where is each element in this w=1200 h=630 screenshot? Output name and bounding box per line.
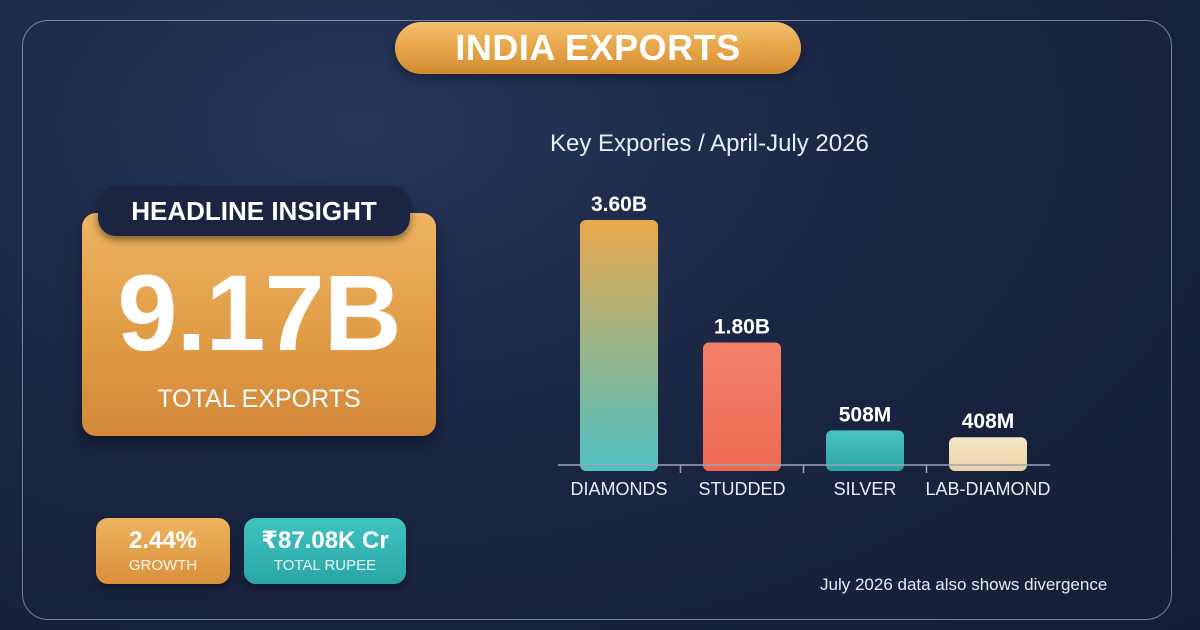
bar-chart: 3.60B DIAMONDS 1.80B STUDDED 508M SILVER 408M L… xyxy=(558,193,1051,499)
headline-label: HEADLINE INSIGHT xyxy=(98,186,410,236)
category-label: LAB-DIAMOND xyxy=(925,479,1050,499)
headline-value: 9.17B xyxy=(117,252,401,373)
footnote: July 2026 data also shows divergence xyxy=(820,575,1108,594)
growth-stat: 2.44% GROWTH xyxy=(96,518,230,584)
total-rupee-label: TOTAL RUPEE xyxy=(273,557,377,574)
bar-lab-diamond xyxy=(949,437,1027,471)
category-label: DIAMONDS xyxy=(570,479,667,499)
chart-title: Key Expories / April-July 2026 xyxy=(550,130,869,157)
bar-value-label: 408M xyxy=(962,410,1015,433)
total-rupee-value: ₹87.08K Cr xyxy=(261,527,389,554)
category-label: SILVER xyxy=(834,479,897,499)
bar-value-label: 3.60B xyxy=(591,193,647,216)
bar-silver xyxy=(826,430,904,471)
card-frame xyxy=(22,20,1172,620)
total-rupee-stat: ₹87.08K Cr TOTAL RUPEE xyxy=(244,518,406,584)
headline-card xyxy=(82,213,436,436)
page-title: INDIA EXPORTS xyxy=(395,22,801,74)
headline-subtitle: TOTAL EXPORTS xyxy=(157,385,361,413)
bar-diamonds xyxy=(580,220,658,471)
category-label: STUDDED xyxy=(698,479,785,499)
bar-value-label: 1.80B xyxy=(714,316,770,339)
bar-value-label: 508M xyxy=(839,403,892,426)
growth-value: 2.44% xyxy=(128,527,198,554)
bar-studded xyxy=(703,342,781,471)
growth-label: GROWTH xyxy=(128,557,198,574)
